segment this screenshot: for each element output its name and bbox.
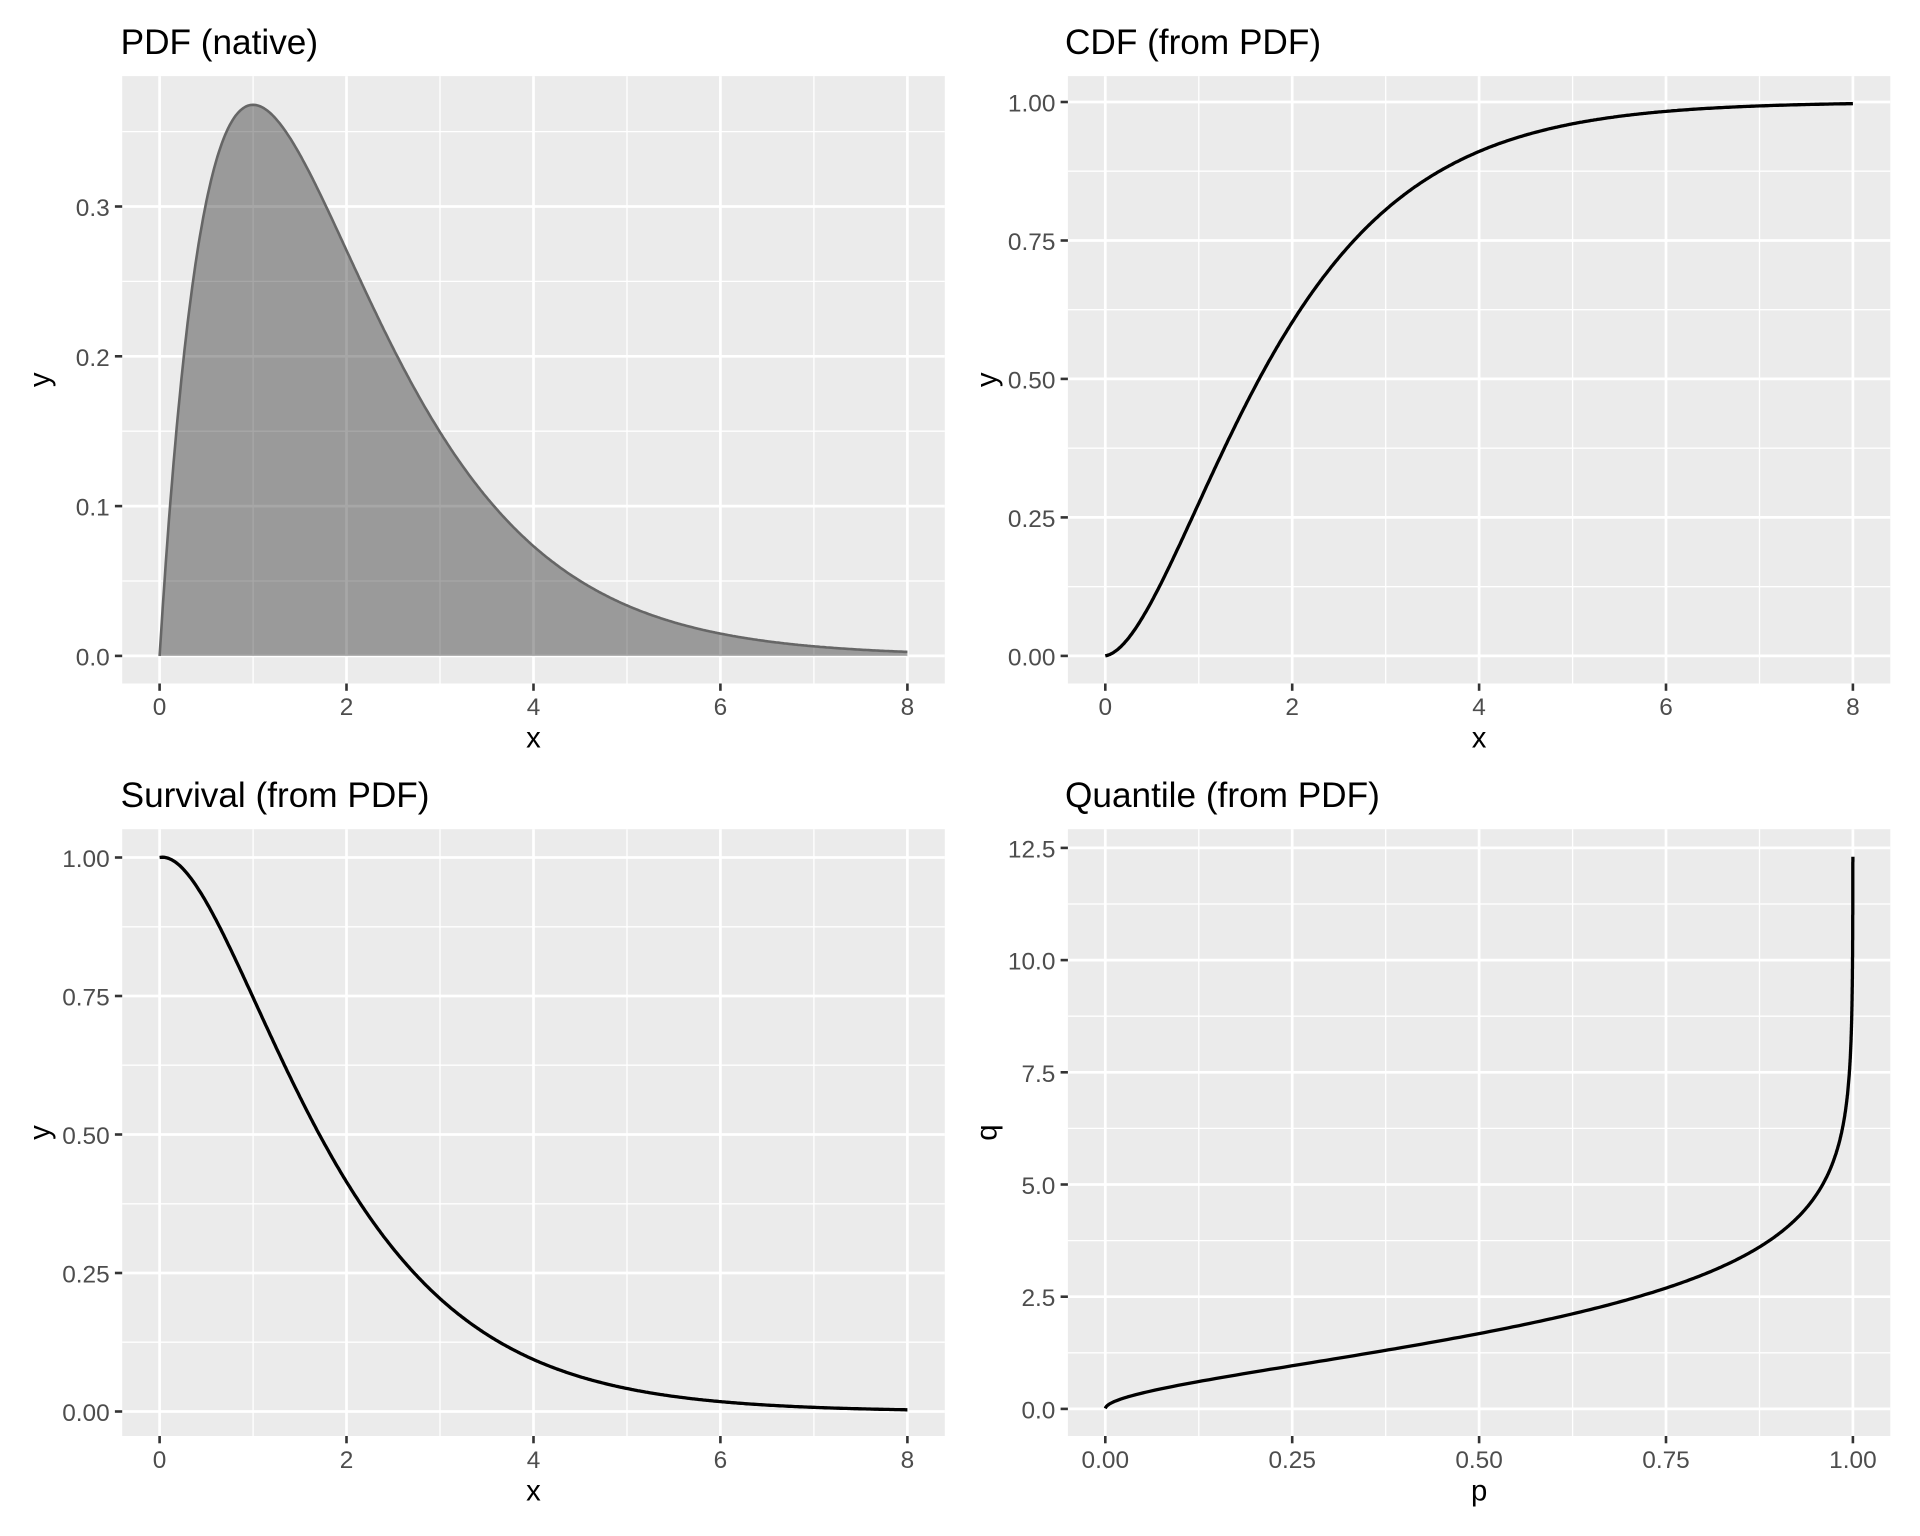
svg-text:x: x bbox=[526, 722, 541, 755]
svg-text:0: 0 bbox=[153, 694, 167, 721]
svg-text:0.00: 0.00 bbox=[1082, 1447, 1129, 1474]
svg-text:0.00: 0.00 bbox=[62, 1400, 109, 1427]
svg-text:6: 6 bbox=[714, 694, 728, 721]
svg-text:2: 2 bbox=[340, 1447, 354, 1474]
svg-text:2: 2 bbox=[1285, 694, 1299, 721]
svg-text:0.25: 0.25 bbox=[1008, 506, 1055, 533]
svg-text:y: y bbox=[23, 1125, 56, 1140]
svg-text:0.1: 0.1 bbox=[76, 495, 110, 522]
svg-text:0.75: 0.75 bbox=[1008, 229, 1055, 256]
svg-text:0.75: 0.75 bbox=[62, 985, 109, 1012]
svg-text:4: 4 bbox=[527, 1447, 541, 1474]
svg-text:4: 4 bbox=[1472, 694, 1486, 721]
svg-text:0.0: 0.0 bbox=[1021, 1397, 1055, 1424]
svg-text:y: y bbox=[970, 372, 1003, 387]
svg-text:0.50: 0.50 bbox=[62, 1123, 109, 1150]
svg-text:Quantile (from PDF): Quantile (from PDF) bbox=[1065, 776, 1380, 815]
svg-text:8: 8 bbox=[901, 694, 915, 721]
svg-text:1.00: 1.00 bbox=[1008, 91, 1055, 118]
svg-text:0.25: 0.25 bbox=[1268, 1447, 1315, 1474]
svg-text:0.2: 0.2 bbox=[76, 345, 110, 372]
svg-text:q: q bbox=[970, 1124, 1003, 1140]
svg-text:2: 2 bbox=[340, 694, 354, 721]
svg-text:0.25: 0.25 bbox=[62, 1262, 109, 1289]
svg-text:x: x bbox=[1472, 722, 1487, 755]
svg-text:0: 0 bbox=[1099, 694, 1113, 721]
svg-text:CDF (from PDF): CDF (from PDF) bbox=[1065, 23, 1321, 62]
svg-text:5.0: 5.0 bbox=[1021, 1173, 1055, 1200]
svg-text:0: 0 bbox=[153, 1447, 167, 1474]
svg-text:2.5: 2.5 bbox=[1021, 1285, 1055, 1312]
svg-text:0.0: 0.0 bbox=[76, 644, 110, 671]
svg-text:y: y bbox=[23, 372, 56, 387]
svg-text:Survival (from PDF): Survival (from PDF) bbox=[121, 776, 430, 815]
svg-text:4: 4 bbox=[527, 694, 541, 721]
svg-text:0.00: 0.00 bbox=[1008, 644, 1055, 671]
svg-text:12.5: 12.5 bbox=[1008, 836, 1055, 863]
svg-text:0.50: 0.50 bbox=[1008, 367, 1055, 394]
svg-text:8: 8 bbox=[901, 1447, 915, 1474]
svg-text:PDF (native): PDF (native) bbox=[121, 23, 318, 62]
svg-text:0.3: 0.3 bbox=[76, 195, 110, 222]
svg-text:x: x bbox=[526, 1475, 541, 1508]
svg-text:0.75: 0.75 bbox=[1642, 1447, 1689, 1474]
svg-text:7.5: 7.5 bbox=[1021, 1061, 1055, 1088]
svg-text:6: 6 bbox=[1659, 694, 1673, 721]
svg-text:1.00: 1.00 bbox=[62, 846, 109, 873]
svg-text:1.00: 1.00 bbox=[1829, 1447, 1876, 1474]
svg-text:6: 6 bbox=[714, 1447, 728, 1474]
svg-text:8: 8 bbox=[1846, 694, 1860, 721]
svg-text:0.50: 0.50 bbox=[1455, 1447, 1502, 1474]
svg-text:p: p bbox=[1471, 1475, 1487, 1508]
svg-text:10.0: 10.0 bbox=[1008, 949, 1055, 976]
